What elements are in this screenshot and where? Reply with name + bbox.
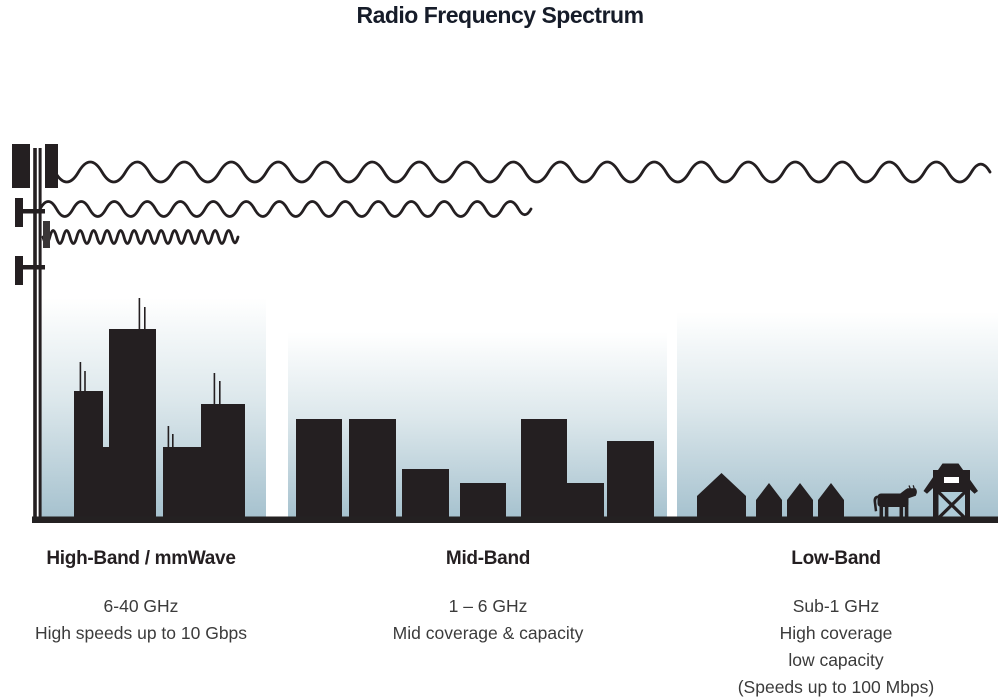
low-band-frequency: Sub-1 GHz [792, 596, 880, 616]
low-band-speed: (Speeds up to 100 Mbps) [737, 677, 935, 697]
low-band-details: Sub-1 GHz High coverage low capacity (Sp… [696, 593, 976, 700]
mid-band-frequency: 1 – 6 GHz [448, 596, 528, 616]
barn-icon [923, 463, 978, 520]
ground-line [32, 516, 998, 523]
mid-band-heading: Mid-Band [445, 548, 531, 569]
page-title: Radio Frequency Spectrum [356, 2, 644, 28]
cell-tower-icon [12, 144, 58, 520]
high-band-frequency: 6-40 GHz [103, 596, 179, 616]
house-icon [787, 483, 813, 520]
cow-icon [873, 485, 917, 520]
barn-loft-vent [944, 477, 959, 483]
low-band-houses [697, 473, 844, 520]
low-band-label: Low-Band Sub-1 GHz High coverage low cap… [696, 548, 976, 700]
medium-wavelength-wave [38, 200, 533, 218]
mid-band-skyline [296, 419, 654, 520]
high-band-skyline [74, 298, 245, 520]
high-band-label: High-Band / mmWave 6-40 GHz High speeds … [1, 548, 281, 647]
high-band-details: 6-40 GHz High speeds up to 10 Gbps [1, 593, 281, 647]
low-band-description: High coverage [779, 623, 893, 643]
long-wavelength-wave [53, 160, 992, 184]
house-icon [756, 483, 782, 520]
house-icon [697, 473, 746, 520]
high-band-heading: High-Band / mmWave [46, 548, 236, 569]
house-icon [818, 483, 844, 520]
low-band-heading: Low-Band [791, 548, 881, 569]
mid-band-label: Mid-Band 1 – 6 GHz Mid coverage & capaci… [348, 548, 628, 647]
short-wavelength-wave [41, 229, 240, 245]
high-band-description: High speeds up to 10 Gbps [34, 623, 248, 643]
mid-band-description: Mid coverage & capacity [392, 623, 584, 643]
mid-band-details: 1 – 6 GHz Mid coverage & capacity [348, 593, 628, 647]
low-band-description: low capacity [788, 650, 884, 670]
